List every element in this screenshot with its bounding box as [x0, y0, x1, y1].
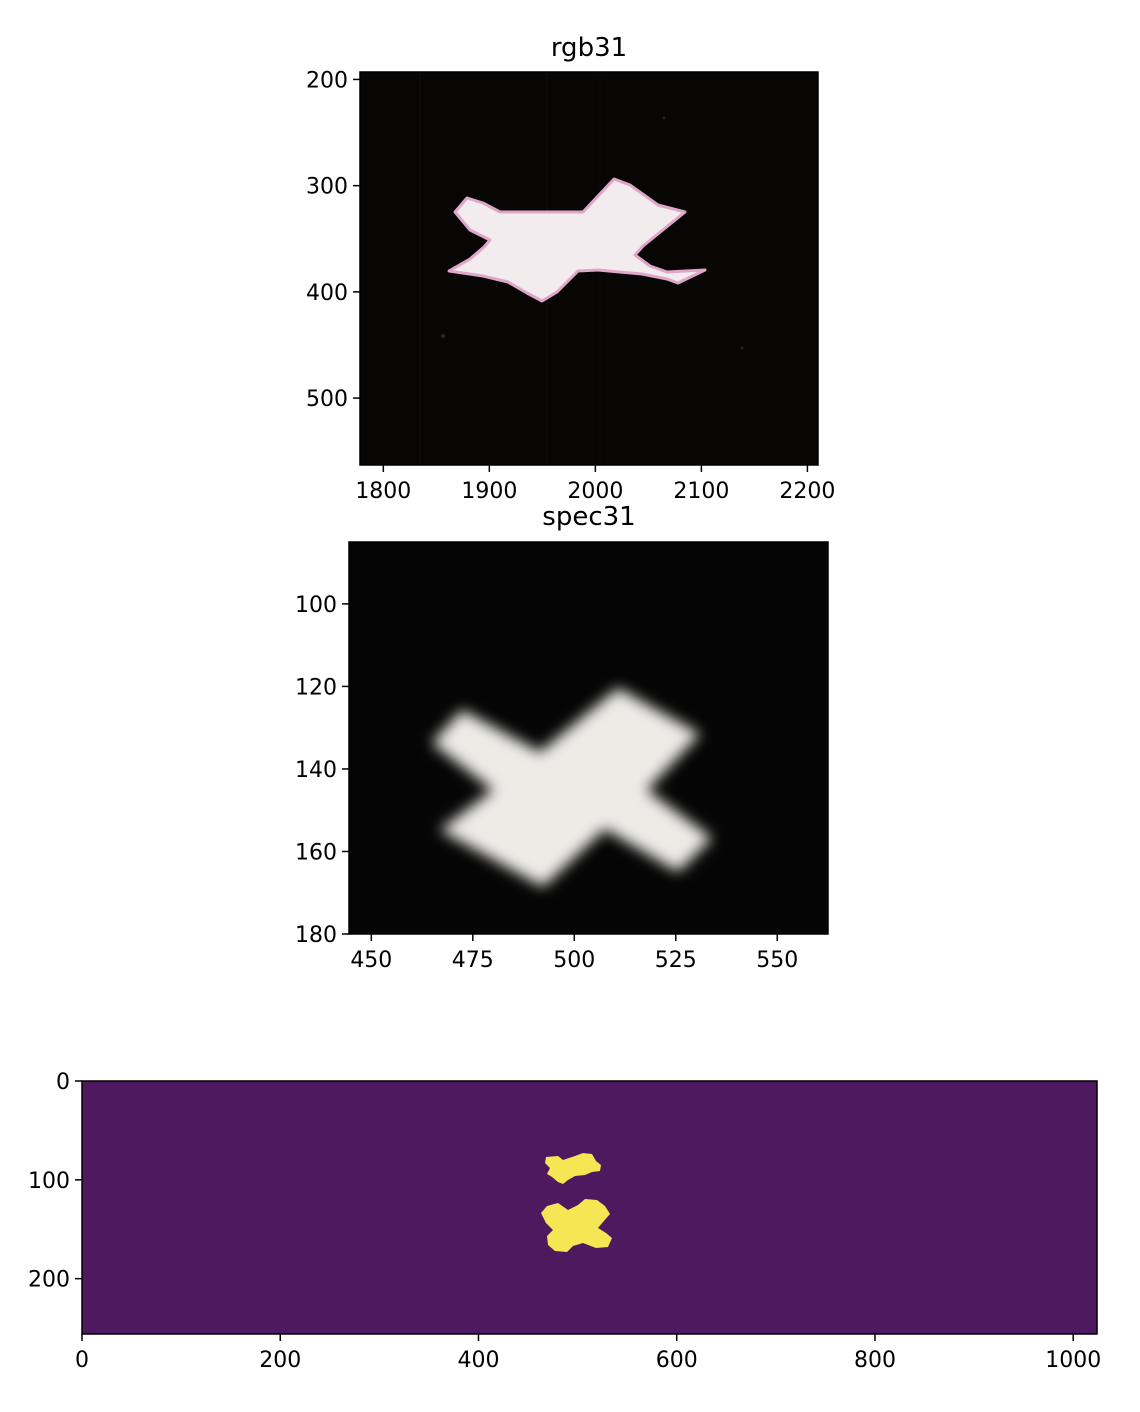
x-tick-label: 400	[457, 1348, 499, 1373]
x-tick-label: 2200	[779, 479, 835, 504]
x-tick-label: 525	[655, 948, 697, 973]
cross-shape-rgb31	[447, 177, 707, 303]
panel-spec31: spec31 450 475 500 525 550 100 120 140 160 180	[295, 502, 829, 973]
y-tick-label: 200	[28, 1268, 70, 1293]
axes-mask: 0 200 400 600 800 1000 0 100 200	[28, 1070, 1101, 1373]
y-tick-label: 300	[306, 175, 348, 200]
y-tick-label: 140	[295, 758, 337, 783]
y-tick-label: 500	[306, 387, 348, 412]
x-tick-label: 200	[259, 1348, 301, 1373]
x-tick-label: 2100	[673, 479, 729, 504]
panel-rgb31: rgb31 1800 1900 2000 2100 2200 200 300 400 500	[306, 33, 835, 504]
y-tick-label: 100	[28, 1169, 70, 1194]
x-tick-label: 600	[656, 1348, 698, 1373]
cross-shape-spec31	[432, 688, 712, 887]
x-tick-label: 0	[75, 1348, 89, 1373]
x-tick-label: 450	[350, 948, 392, 973]
image-rgb31	[360, 72, 818, 465]
y-tick-label: 180	[295, 923, 337, 948]
axes-rgb31: 1800 1900 2000 2100 2200 200 300 400 500	[306, 68, 835, 504]
image-mask	[82, 1081, 1097, 1334]
y-tick-label: 0	[56, 1070, 70, 1095]
y-tick-label: 400	[306, 281, 348, 306]
axes-spec31: 450 475 500 525 550 100 120 140 160 180	[295, 593, 798, 973]
x-tick-label: 550	[756, 948, 798, 973]
x-tick-label: 1900	[461, 479, 517, 504]
chart-title-spec31: spec31	[542, 502, 635, 532]
x-tick-label: 2000	[567, 479, 623, 504]
x-tick-label: 475	[452, 948, 494, 973]
y-tick-label: 100	[295, 593, 337, 618]
y-tick-label: 120	[295, 675, 337, 700]
x-tick-label: 800	[854, 1348, 896, 1373]
image-spec31	[349, 542, 828, 934]
y-tick-label: 160	[295, 840, 337, 865]
y-tick-label: 200	[306, 68, 348, 93]
chart-title-rgb31: rgb31	[551, 33, 627, 63]
mask-blob-upper	[545, 1153, 601, 1184]
x-tick-label: 500	[553, 948, 595, 973]
mask-blob-lower	[541, 1199, 612, 1252]
panel-mask: 0 200 400 600 800 1000 0 100 200	[28, 1070, 1101, 1373]
x-tick-label: 1000	[1045, 1348, 1101, 1373]
x-tick-label: 1800	[355, 479, 411, 504]
